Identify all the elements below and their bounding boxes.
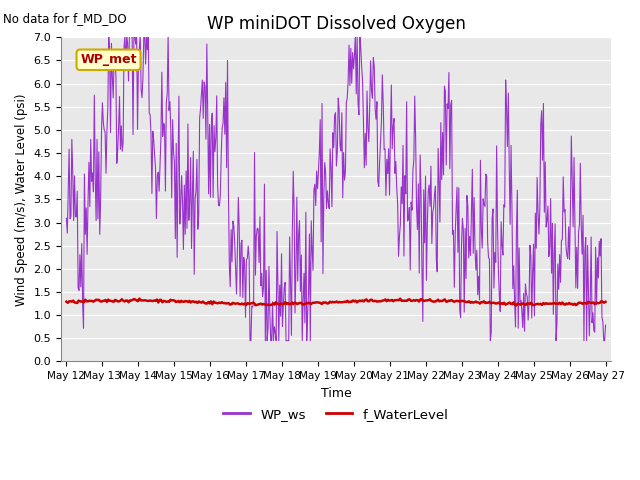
Title: WP miniDOT Dissolved Oxygen: WP miniDOT Dissolved Oxygen	[207, 15, 465, 33]
Text: No data for f_MD_DO: No data for f_MD_DO	[3, 12, 127, 25]
Y-axis label: Wind Speed (m/s), Water Level (psi): Wind Speed (m/s), Water Level (psi)	[15, 93, 28, 306]
X-axis label: Time: Time	[321, 387, 351, 400]
Text: WP_met: WP_met	[80, 53, 137, 66]
Legend: WP_ws, f_WaterLevel: WP_ws, f_WaterLevel	[218, 403, 454, 426]
